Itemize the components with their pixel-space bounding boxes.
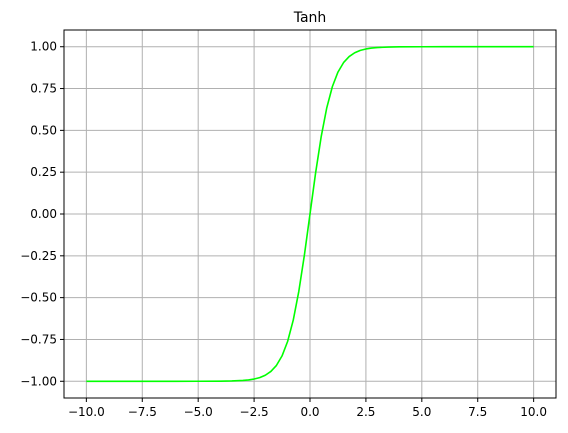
x-tick-label: 2.5 — [356, 405, 375, 419]
y-tick-label: −0.25 — [20, 249, 57, 263]
x-tick-label: 5.0 — [412, 405, 431, 419]
y-tick-label: 0.25 — [30, 165, 57, 179]
series-layer — [86, 45, 534, 383]
y-tick-label: −1.00 — [20, 374, 57, 388]
y-tick-label: 1.00 — [30, 40, 57, 54]
x-tick-label: 10.0 — [520, 405, 547, 419]
y-tick-label: 0.00 — [30, 207, 57, 221]
x-tick-label: −7.5 — [128, 405, 157, 419]
y-tick-label: 0.50 — [30, 123, 57, 137]
y-tick-label: −0.50 — [20, 291, 57, 305]
x-tick-label: 0.0 — [300, 405, 319, 419]
x-tick-label: −2.5 — [240, 405, 269, 419]
tanh-series-line — [86, 45, 534, 383]
tick-layer: −10.0 −7.5 −5.0 −2.5 0.0 2.5 5.0 7.5 10.0 −1.00 −0… — [20, 40, 547, 419]
y-tick-label: −0.75 — [20, 332, 57, 346]
y-tick-label: 0.75 — [30, 82, 57, 96]
x-tick-label: −10.0 — [68, 405, 105, 419]
x-tick-label: −5.0 — [184, 405, 213, 419]
x-tick-label: 7.5 — [468, 405, 487, 419]
chart-title: Tanh — [293, 10, 327, 26]
